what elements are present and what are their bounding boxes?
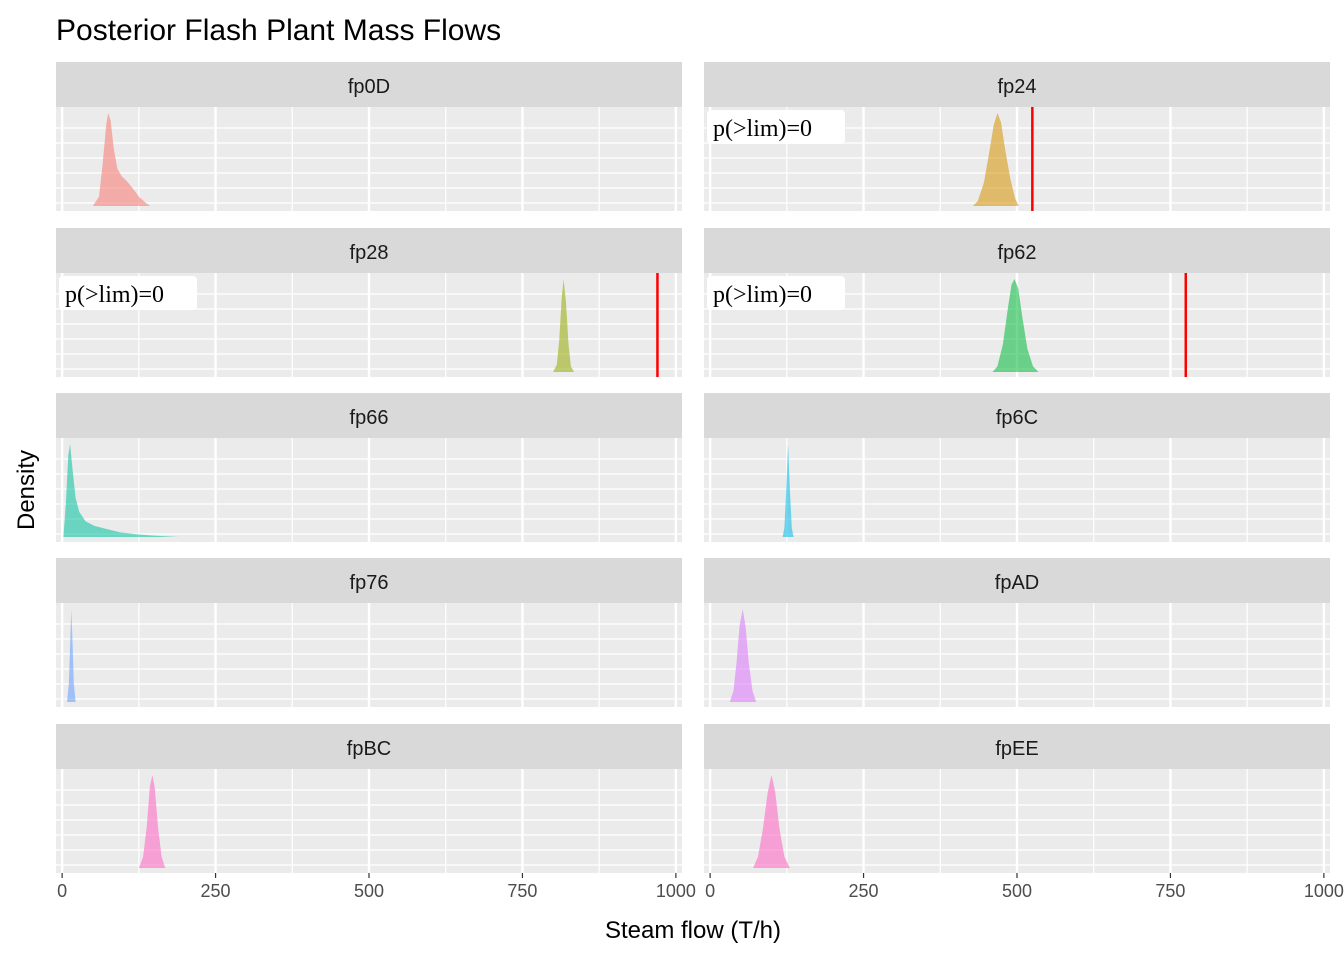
facet-strip-label: fpBC — [347, 738, 391, 760]
y-axis-label: Density — [13, 450, 40, 530]
x-tick-label: 750 — [507, 881, 537, 901]
facet-strip-label: fp66 — [350, 407, 389, 429]
facet-strip-label: fp6C — [996, 407, 1038, 429]
facet-panel: fp24 p(>lim)=0 — [704, 62, 1330, 211]
facet-panel: fpAD — [704, 558, 1330, 707]
density-area — [67, 609, 76, 702]
facet-panel: fp28 p(>lim)=0 — [56, 228, 682, 377]
density-area — [753, 775, 790, 868]
facet-strip — [56, 393, 682, 438]
annotation-text: p(>lim)=0 — [713, 282, 812, 308]
density-area — [782, 444, 794, 537]
x-tick-label: 1000 — [1304, 881, 1344, 901]
x-tick-label: 500 — [1002, 881, 1032, 901]
annotation-box — [707, 276, 845, 310]
x-tick-label: 750 — [1155, 881, 1185, 901]
probability-annotation: p(>lim)=0 — [707, 110, 845, 144]
facet-strip-label: fp62 — [998, 242, 1037, 264]
x-axis: 0 250 500 750 1000 — [57, 873, 696, 901]
x-tick-label: 500 — [354, 881, 384, 901]
facet-strip — [704, 228, 1330, 273]
density-area — [992, 279, 1039, 372]
facet-panel: fpEE — [704, 724, 1330, 873]
density-area — [138, 775, 166, 868]
annotation-text: p(>lim)=0 — [65, 282, 164, 308]
density-area — [972, 113, 1019, 206]
facet-strip — [56, 724, 682, 769]
facet-strip-label: fpAD — [995, 572, 1039, 594]
facet-panel: fp76 — [56, 558, 682, 707]
facet-strip-label: fp24 — [998, 76, 1037, 98]
facet-panel: fp0D — [56, 62, 682, 211]
x-axis: 0 250 500 750 1000 — [705, 873, 1344, 901]
annotation-text: p(>lim)=0 — [713, 116, 812, 142]
annotation-box — [59, 276, 197, 310]
x-axes: 0 250 500 750 1000 0 250 500 750 1000 — [57, 873, 1344, 901]
x-tick-label: 1000 — [656, 881, 696, 901]
probability-annotation: p(>lim)=0 — [59, 276, 197, 310]
facet-panel: fp66 — [56, 393, 682, 542]
facet-strip — [704, 558, 1330, 603]
facet-panel: fpBC — [56, 724, 682, 873]
facet-panels: fp0D fp24 p(>lim)=0 fp28 p(>lim)=0 fp62 p(>lim… — [56, 62, 1330, 873]
x-tick-label: 250 — [201, 881, 231, 901]
density-area — [92, 113, 150, 206]
facet-strip — [704, 724, 1330, 769]
x-tick-label: 250 — [849, 881, 879, 901]
facet-panel: fp6C — [704, 393, 1330, 542]
density-area — [553, 279, 574, 372]
facet-strip — [704, 62, 1330, 107]
facet-strip-label: fp0D — [348, 76, 390, 98]
facet-strip-label: fpEE — [995, 738, 1038, 760]
density-area — [729, 609, 757, 702]
facet-strip — [704, 393, 1330, 438]
density-area — [63, 444, 179, 537]
facet-strip-label: fp28 — [350, 242, 389, 264]
facet-strip — [56, 62, 682, 107]
x-tick-label: 0 — [57, 881, 67, 901]
facet-strip — [56, 558, 682, 603]
facet-panel: fp62 p(>lim)=0 — [704, 228, 1330, 377]
probability-annotation: p(>lim)=0 — [707, 276, 845, 310]
annotation-box — [707, 110, 845, 144]
facet-strip — [56, 228, 682, 273]
chart-title: Posterior Flash Plant Mass Flows — [56, 14, 501, 47]
x-axis-label: Steam flow (T/h) — [605, 917, 781, 944]
x-tick-label: 0 — [705, 881, 715, 901]
facet-strip-label: fp76 — [350, 572, 389, 594]
